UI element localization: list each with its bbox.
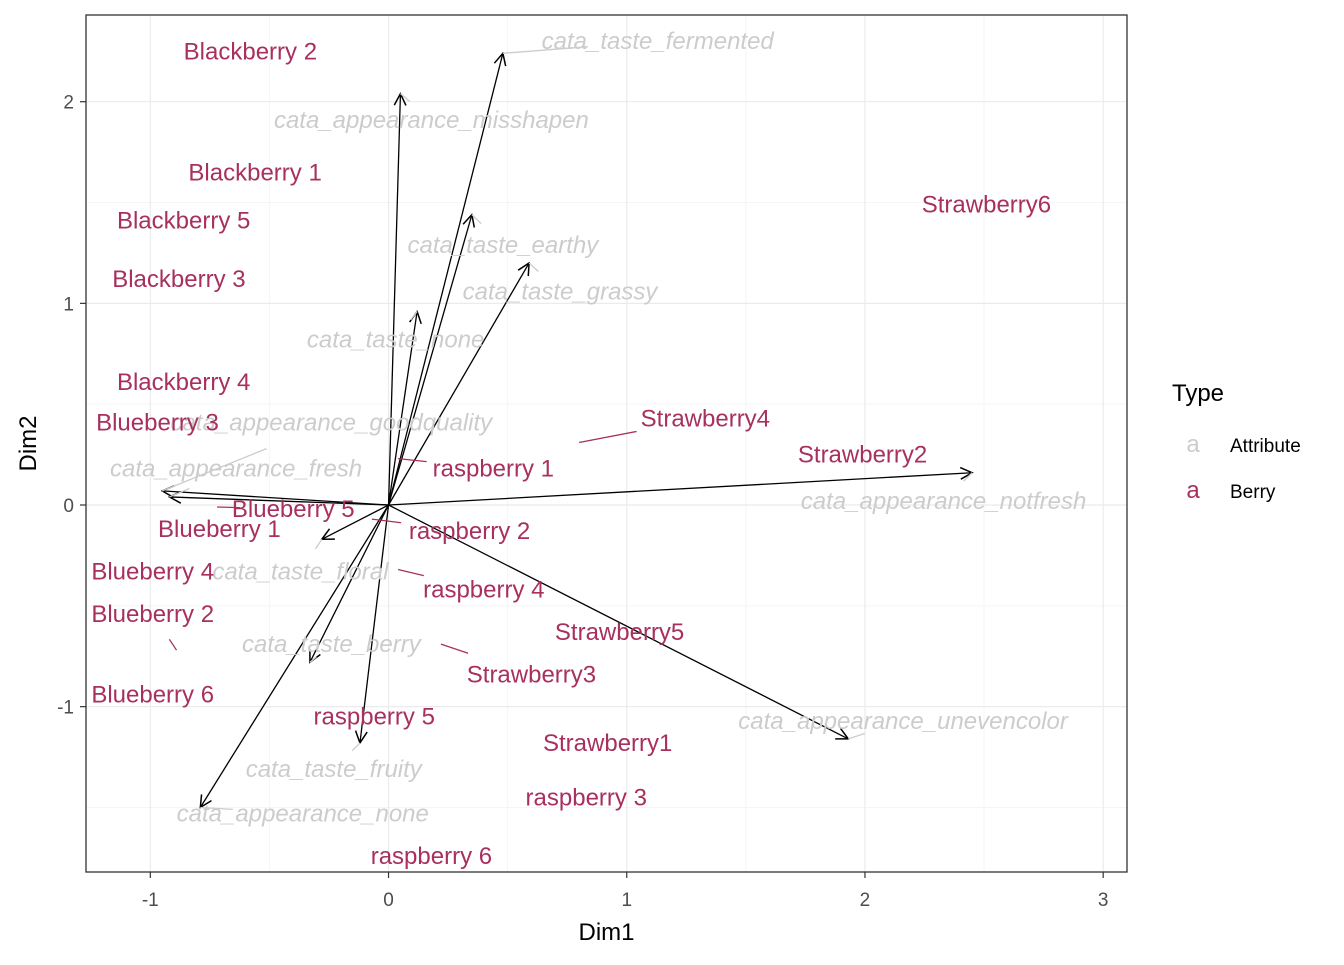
leader-cata-taste-floral bbox=[314, 538, 323, 550]
y-tick-label: 0 bbox=[63, 496, 74, 517]
axis-ticks: -1 0 1 2 3 -1 0 1 2 bbox=[57, 93, 1108, 911]
berry-label-blueberry-2: Blueberry 2 bbox=[91, 601, 214, 628]
grid-lines bbox=[86, 15, 1127, 872]
berry-label-blueberry-1: Blueberry 1 bbox=[158, 516, 281, 543]
attribute-label-cata-taste-floral: cata_taste_floral bbox=[212, 559, 389, 586]
berry-label-strawberry5: Strawberry5 bbox=[555, 619, 684, 646]
arrow-cata-appearance-fresh bbox=[169, 497, 389, 506]
attribute-labels: cata_taste_fermented cata_appearance_miss… bbox=[110, 28, 1086, 827]
leader-cata-appearance-unevencolor bbox=[848, 732, 865, 740]
attribute-label-cata-appearance-unevencolor: cata_appearance_unevencolor bbox=[738, 708, 1069, 735]
arrow-cata-taste-fermented bbox=[387, 53, 503, 506]
arrow-cata-taste-berry bbox=[310, 504, 390, 662]
arrow-cata-appearance-misshapen bbox=[387, 94, 401, 506]
arrow-cata-taste-none bbox=[387, 311, 418, 506]
attribute-label-cata-appearance-none: cata_appearance_none bbox=[177, 801, 429, 828]
arrow-cata-taste-earthy bbox=[387, 215, 472, 506]
attribute-label-cata-taste-grassy: cata_taste_grassy bbox=[463, 278, 660, 305]
berry-label-raspberry-4: raspberry 4 bbox=[423, 577, 544, 604]
attribute-label-cata-taste-berry: cata_taste_berry bbox=[242, 631, 423, 658]
leader-raspberry-4 bbox=[397, 568, 424, 577]
leader-cata-taste-fermented bbox=[502, 46, 588, 54]
berry-label-strawberry2: Strawberry2 bbox=[798, 442, 927, 469]
berry-label-blackberry-2: Blackberry 2 bbox=[184, 38, 317, 65]
berry-label-raspberry-6: raspberry 6 bbox=[371, 843, 492, 870]
berry-label-blackberry-1: Blackberry 1 bbox=[188, 159, 321, 186]
leader-cata-taste-earthy bbox=[471, 214, 482, 225]
berry-label-blueberry-4: Blueberry 4 bbox=[91, 559, 214, 586]
x-tick-label: 0 bbox=[383, 890, 394, 911]
y-tick-label: 1 bbox=[63, 294, 74, 315]
arrow-cata-taste-floral bbox=[322, 504, 389, 539]
berry-label-raspberry-1: raspberry 1 bbox=[433, 456, 554, 483]
arrow-cata-taste-fruity bbox=[360, 504, 390, 743]
berry-label-raspberry-2: raspberry 2 bbox=[409, 518, 530, 545]
leader-cata-taste-none bbox=[410, 311, 418, 321]
attribute-label-cata-appearance-fresh: cata_appearance_fresh bbox=[110, 456, 362, 483]
berry-label-strawberry4: Strawberry4 bbox=[641, 405, 770, 432]
attribute-arrows bbox=[162, 53, 972, 807]
arrow-cata-appearance-notfresh bbox=[388, 473, 973, 506]
berry-label-blackberry-3: Blackberry 3 bbox=[112, 266, 245, 293]
y-tick-label: -1 bbox=[57, 698, 74, 719]
legend: Type a Attribute a Berry bbox=[1172, 380, 1301, 504]
berry-label-strawberry3: Strawberry3 bbox=[467, 661, 596, 688]
leader-raspberry-2 bbox=[371, 518, 402, 524]
attribute-label-cata-taste-earthy: cata_taste_earthy bbox=[407, 232, 600, 259]
attribute-label-cata-appearance-notfresh: cata_appearance_notfresh bbox=[801, 488, 1087, 515]
attribute-label-cata-taste-fruity: cata_taste_fruity bbox=[246, 756, 424, 783]
x-tick-label: -1 bbox=[142, 890, 159, 911]
x-tick-label: 3 bbox=[1098, 890, 1109, 911]
leader-cata-appearance-fresh bbox=[169, 487, 190, 498]
leader-blueberry-2 bbox=[168, 638, 178, 651]
leader-cata-taste-fruity bbox=[351, 742, 361, 752]
leader-cata-appearance-misshapen bbox=[400, 93, 411, 103]
x-axis-title: Dim1 bbox=[578, 919, 634, 946]
attribute-label-cata-appearance-misshapen: cata_appearance_misshapen bbox=[274, 107, 589, 134]
y-axis-title: Dim2 bbox=[15, 415, 42, 471]
x-tick-label: 1 bbox=[621, 890, 632, 911]
legend-title: Type bbox=[1172, 380, 1224, 407]
berry-label-strawberry6: Strawberry6 bbox=[922, 192, 1051, 219]
leader-cata-appearance-goodquality bbox=[161, 448, 267, 492]
berry-label-blueberry-5: Blueberry 5 bbox=[232, 496, 355, 523]
berry-label-blackberry-4: Blackberry 4 bbox=[117, 369, 250, 396]
berry-label-raspberry-5: raspberry 5 bbox=[314, 704, 435, 731]
arrow-cata-appearance-goodquality bbox=[162, 491, 389, 506]
leader-strawberry4 bbox=[578, 430, 637, 444]
x-tick-label: 2 bbox=[860, 890, 871, 911]
panel-border bbox=[85, 14, 1128, 873]
y-tick-label: 2 bbox=[63, 93, 74, 114]
attribute-label-cata-taste-none: cata_taste_none bbox=[307, 327, 484, 354]
legend-label-berry: Berry bbox=[1230, 482, 1276, 503]
berry-label-blackberry-5: Blackberry 5 bbox=[117, 208, 250, 235]
berry-labels: Blackberry 2 Blackberry 1 Blackberry 5 Blac… bbox=[91, 38, 1051, 870]
label-leader-lines bbox=[161, 46, 973, 811]
arrow-cata-appearance-unevencolor bbox=[388, 504, 849, 739]
leader-cata-taste-grassy bbox=[528, 262, 539, 272]
berry-label-blueberry-3: Blueberry 3 bbox=[96, 409, 219, 436]
berry-label-blueberry-6: Blueberry 6 bbox=[91, 682, 214, 709]
leader-cata-appearance-notfresh bbox=[963, 472, 973, 482]
berry-label-strawberry1: Strawberry1 bbox=[543, 730, 672, 757]
attribute-label-cata-appearance-goodquality: cata_appearance_goodquality bbox=[171, 409, 495, 436]
arrow-cata-taste-grassy bbox=[387, 263, 530, 506]
arrow-cata-appearance-none bbox=[200, 504, 390, 807]
legend-key-berry: a bbox=[1186, 477, 1200, 504]
berry-label-raspberry-3: raspberry 3 bbox=[526, 784, 647, 811]
attribute-label-cata-taste-fermented: cata_taste_fermented bbox=[542, 28, 775, 55]
legend-key-attribute: a bbox=[1186, 431, 1200, 458]
legend-label-attribute: Attribute bbox=[1230, 436, 1301, 457]
leader-raspberry-1 bbox=[397, 457, 427, 463]
leader-cata-taste-berry bbox=[309, 656, 317, 663]
leader-blueberry-5 bbox=[217, 506, 240, 509]
leader-cata-appearance-none bbox=[200, 806, 233, 811]
leader-strawberry3 bbox=[440, 643, 469, 654]
